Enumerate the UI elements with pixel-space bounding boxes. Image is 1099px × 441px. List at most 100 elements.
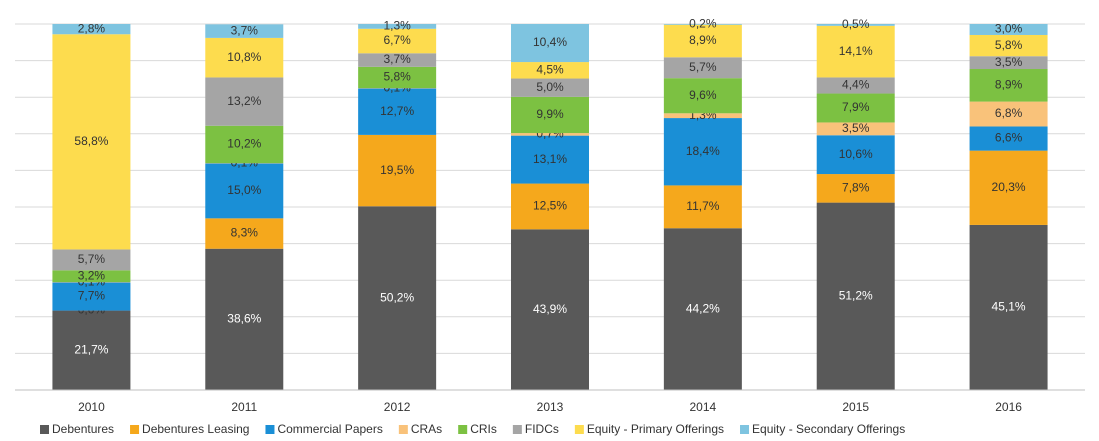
value-label: 7,9%: [842, 100, 870, 114]
bar-segment: [511, 133, 589, 136]
value-label: 8,3%: [231, 226, 259, 240]
legend-label: CRIs: [470, 422, 497, 436]
bar-segment: [663, 185, 742, 229]
value-label: 7,7%: [78, 289, 106, 303]
value-label: 9,9%: [536, 107, 564, 121]
legend-swatch: [458, 425, 468, 434]
bar-segment: [663, 57, 742, 79]
value-label: 13,2%: [227, 94, 261, 108]
bar-segment: [511, 229, 589, 390]
value-label: 6,8%: [995, 106, 1023, 120]
bar-segment: [969, 69, 1048, 102]
value-label: 50,2%: [380, 290, 414, 304]
value-label: 19,5%: [380, 163, 414, 177]
value-label: 21,7%: [74, 342, 108, 356]
bar-segment: [52, 34, 131, 250]
bar-segment: [52, 310, 131, 390]
bar-segment: [52, 249, 131, 271]
bar-segment: [52, 24, 131, 35]
bar-segment: [205, 125, 284, 164]
value-label: 3,5%: [842, 121, 870, 135]
legend-label: Equity - Primary Offerings: [587, 422, 724, 436]
bar-segment: [511, 135, 589, 184]
value-label: 11,7%: [686, 199, 719, 213]
value-label: 5,8%: [995, 38, 1023, 52]
bar-segment: [663, 78, 742, 114]
value-label: 8,9%: [689, 33, 717, 47]
value-label: 10,6%: [839, 147, 873, 161]
legend-swatch: [740, 425, 750, 434]
value-label: 44,2%: [686, 301, 720, 315]
bar-segment: [816, 25, 895, 78]
bar-segment: [969, 150, 1048, 225]
bar-segment: [663, 228, 742, 390]
x-tick-label: 2014: [690, 400, 717, 414]
bar-segment: [511, 24, 589, 63]
bar-segment: [205, 248, 284, 390]
bar-segment: [511, 96, 589, 134]
bar-segment: [663, 24, 742, 58]
value-label: 0,2%: [689, 17, 717, 31]
value-label: 4,4%: [842, 78, 870, 92]
bar-segment: [816, 202, 895, 390]
bar-segment: [663, 118, 742, 186]
bar-segment: [969, 101, 1048, 127]
legend-label: Debentures Leasing: [142, 422, 249, 436]
legend-swatch: [398, 425, 408, 434]
bar-segment: [969, 24, 1048, 35]
bar-segment: [205, 218, 284, 249]
value-label: 3,7%: [231, 23, 259, 37]
bar-segment: [52, 282, 131, 311]
legend-label: Commercial Papers: [277, 422, 382, 436]
bar-segment: [969, 56, 1048, 70]
value-label: 18,4%: [686, 144, 720, 158]
bar-segment: [816, 24, 895, 26]
bar-segment: [358, 28, 437, 54]
bar-segment: [511, 78, 589, 97]
bar-segment: [358, 24, 437, 29]
legend-label: FIDCs: [525, 422, 559, 436]
value-label: 14,1%: [839, 44, 873, 58]
bar-segment: [205, 163, 284, 219]
x-tick-label: 2010: [78, 400, 105, 414]
bar-segment: [358, 66, 437, 89]
value-label: 38,6%: [227, 312, 261, 326]
value-label: 3,5%: [995, 55, 1023, 69]
value-label: 45,1%: [992, 300, 1026, 314]
value-label: 10,2%: [227, 137, 261, 151]
value-label: 12,5%: [533, 199, 567, 213]
value-label: 3,2%: [78, 268, 106, 282]
bar-segment: [52, 270, 131, 283]
bar-segment: [511, 62, 589, 79]
value-label: 6,7%: [383, 33, 411, 47]
value-label: 20,3%: [992, 180, 1026, 194]
legend-swatch: [130, 425, 140, 434]
bar-segment: [358, 88, 437, 135]
bar-segment: [358, 53, 437, 67]
value-label: 4,5%: [536, 62, 564, 76]
value-label: 5,7%: [78, 252, 106, 266]
bar-segment: [816, 174, 895, 203]
value-label: 43,9%: [533, 302, 567, 316]
value-label: 51,2%: [839, 288, 873, 302]
legend-label: Debentures: [52, 422, 114, 436]
value-label: 1,3%: [383, 19, 411, 33]
value-label: 3,0%: [995, 22, 1023, 36]
value-label: 6,6%: [995, 131, 1023, 145]
legend-label: Equity - Secondary Offerings: [752, 422, 905, 436]
x-tick-label: 2016: [995, 400, 1022, 414]
bar-segment: [816, 135, 895, 175]
bar-segment: [816, 93, 895, 123]
value-label: 2,8%: [78, 21, 106, 35]
bar-segment: [663, 24, 742, 25]
bar-segment: [969, 224, 1048, 390]
value-label: 9,6%: [689, 88, 717, 102]
bar-segment: [358, 206, 437, 390]
bar-segment: [816, 122, 895, 136]
bar-segment: [205, 37, 284, 78]
bar-segment: [511, 183, 589, 230]
value-label: 12,7%: [380, 104, 414, 118]
legend-swatch: [512, 425, 522, 434]
x-tick-label: 2011: [231, 400, 257, 414]
